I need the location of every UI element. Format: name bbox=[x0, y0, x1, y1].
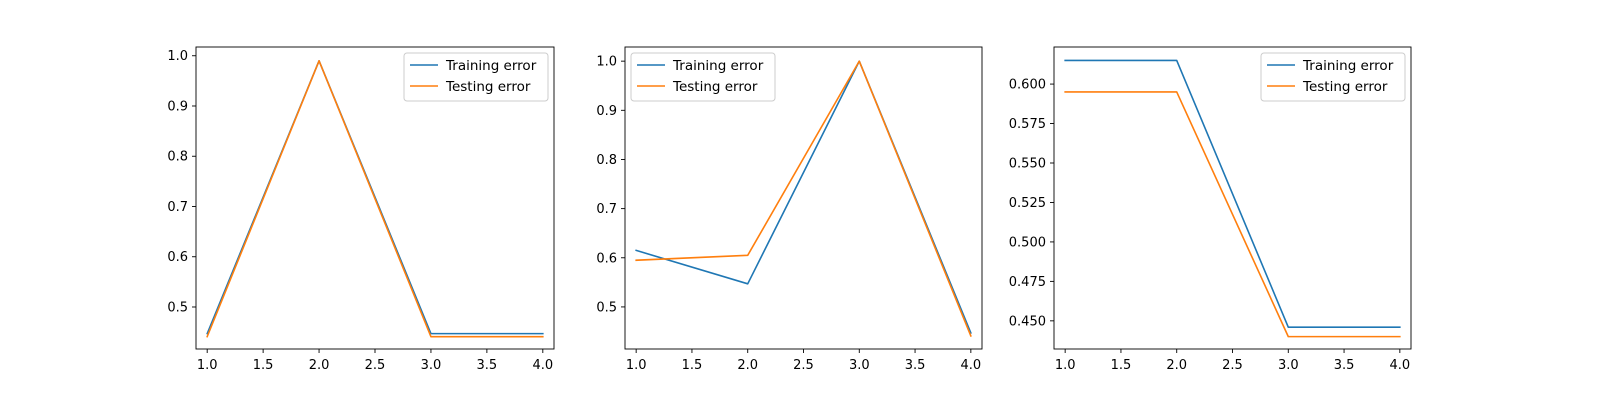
legend-box bbox=[1260, 52, 1406, 102]
legend: Training error Testing error bbox=[630, 52, 776, 102]
legend-box bbox=[403, 52, 549, 102]
y-tick-label: 0.6 bbox=[596, 251, 617, 266]
x-tick-label: 4.0 bbox=[961, 358, 982, 373]
y-tick-label: 0.6 bbox=[167, 250, 188, 265]
y-tick-label: 0.5 bbox=[596, 300, 617, 315]
x-tick-label: 1.5 bbox=[253, 358, 274, 373]
x-tick-label: 3.0 bbox=[1278, 358, 1299, 373]
y-tick-label: 0.9 bbox=[167, 99, 188, 114]
series-line-testing-panel-2 bbox=[635, 60, 972, 337]
x-tick-label: 4.0 bbox=[1390, 358, 1411, 373]
x-tick-label: 2.5 bbox=[793, 358, 814, 373]
x-tick-label: 2.0 bbox=[309, 358, 330, 373]
legend-label-testing: Testing error bbox=[1302, 79, 1388, 95]
x-tick-label: 1.5 bbox=[1111, 358, 1132, 373]
legend-label-training: Training error bbox=[445, 58, 537, 74]
y-tick-label: 0.5 bbox=[167, 300, 188, 315]
x-tick-label: 3.0 bbox=[421, 358, 442, 373]
x-tick-label: 1.0 bbox=[1055, 358, 1076, 373]
y-tick-label: 0.575 bbox=[1009, 117, 1046, 132]
chart-panel-1: 1.0 1.5 2.0 2.5 3.0 3.5 4.0 0.5 0.6 0.7 0.8 0.9 1.0 T… bbox=[167, 46, 555, 373]
series-line-testing-panel-1 bbox=[206, 59, 544, 338]
y-tick-label: 1.0 bbox=[596, 55, 617, 70]
x-tick-label: 3.5 bbox=[1334, 358, 1355, 373]
y-tick-label: 0.8 bbox=[167, 150, 188, 165]
x-tick-label: 3.5 bbox=[477, 358, 498, 373]
legend: Training error Testing error bbox=[403, 52, 549, 102]
y-tick-label: 0.8 bbox=[596, 153, 617, 168]
x-tick-label: 2.0 bbox=[737, 358, 758, 373]
legend-label-training: Training error bbox=[672, 58, 764, 74]
y-tick-label: 0.475 bbox=[1009, 275, 1046, 290]
y-tick-label: 0.9 bbox=[596, 104, 617, 119]
series-line-training-panel-2 bbox=[635, 60, 972, 335]
x-tick-label: 3.5 bbox=[905, 358, 926, 373]
y-tick-label: 0.550 bbox=[1009, 156, 1046, 171]
x-tick-label: 3.0 bbox=[849, 358, 870, 373]
y-tick-label: 0.7 bbox=[167, 200, 188, 215]
legend-label-training: Training error bbox=[1302, 58, 1394, 74]
x-tick-label: 1.5 bbox=[682, 358, 703, 373]
series-line-testing-panel-3 bbox=[1064, 91, 1401, 338]
x-tick-label: 2.5 bbox=[1222, 358, 1243, 373]
y-tick-label: 0.600 bbox=[1009, 78, 1046, 93]
y-tick-label: 0.7 bbox=[596, 202, 617, 217]
series-line-training-panel-3 bbox=[1064, 59, 1401, 328]
legend-box bbox=[630, 52, 776, 102]
y-tick-label: 0.450 bbox=[1009, 314, 1046, 329]
y-tick-label: 1.0 bbox=[167, 49, 188, 64]
legend-label-testing: Testing error bbox=[445, 79, 531, 95]
y-tick-label: 0.500 bbox=[1009, 235, 1046, 250]
legend: Training error Testing error bbox=[1260, 52, 1406, 102]
chart-panel-3: 1.0 1.5 2.0 2.5 3.0 3.5 4.0 0.450 0.475 0.500 0.52… bbox=[1009, 46, 1412, 373]
y-tick-label: 0.525 bbox=[1009, 196, 1046, 211]
x-tick-label: 1.0 bbox=[626, 358, 647, 373]
x-tick-label: 2.0 bbox=[1166, 358, 1187, 373]
x-tick-label: 4.0 bbox=[532, 358, 553, 373]
x-tick-label: 1.0 bbox=[197, 358, 218, 373]
chart-panel-2: 1.0 1.5 2.0 2.5 3.0 3.5 4.0 0.5 0.6 0.7 0.8 0.9 1.0 T… bbox=[596, 46, 983, 373]
x-tick-label: 2.5 bbox=[365, 358, 386, 373]
legend-label-testing: Testing error bbox=[672, 79, 758, 95]
